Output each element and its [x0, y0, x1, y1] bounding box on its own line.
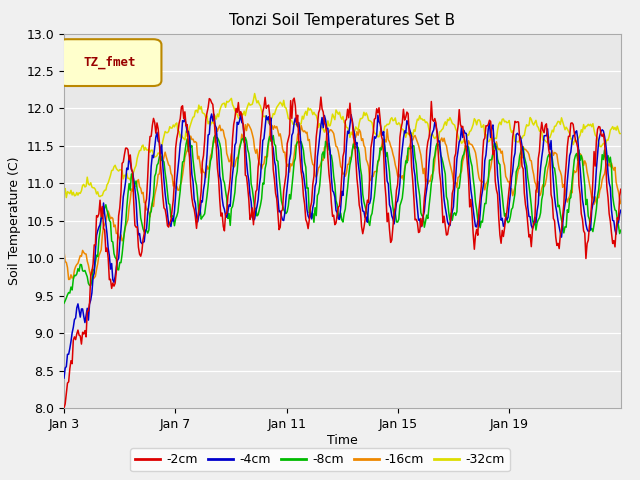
FancyBboxPatch shape	[58, 39, 161, 86]
Text: TZ_fmet: TZ_fmet	[84, 55, 136, 69]
Title: Tonzi Soil Temperatures Set B: Tonzi Soil Temperatures Set B	[229, 13, 456, 28]
Legend: -2cm, -4cm, -8cm, -16cm, -32cm: -2cm, -4cm, -8cm, -16cm, -32cm	[130, 448, 510, 471]
X-axis label: Time: Time	[327, 433, 358, 446]
Y-axis label: Soil Temperature (C): Soil Temperature (C)	[8, 156, 21, 285]
